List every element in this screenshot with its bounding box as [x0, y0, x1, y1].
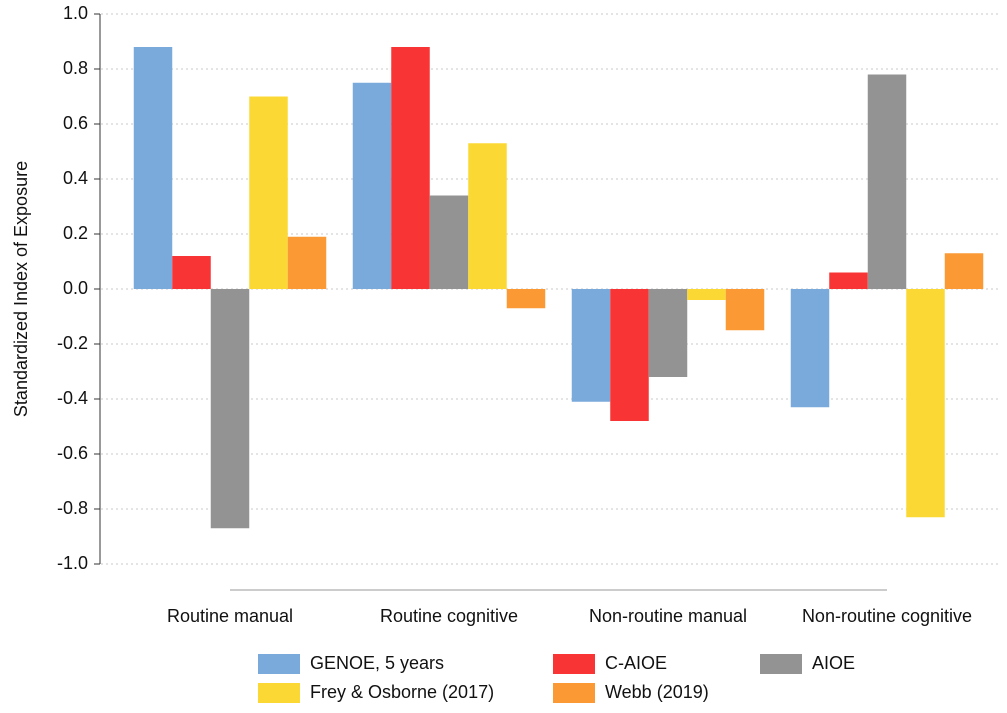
bar	[172, 256, 211, 289]
x-tick-label: Routine manual	[167, 606, 293, 626]
y-tick-label: 1.0	[63, 3, 88, 23]
bar	[468, 143, 507, 289]
y-tick-label: -0.6	[57, 443, 88, 463]
bar	[725, 289, 765, 331]
x-tick-label: Routine cognitive	[380, 606, 518, 626]
legend-swatch	[553, 683, 595, 703]
legend-swatch	[553, 654, 595, 674]
bar	[610, 289, 649, 421]
y-tick-label: 0.4	[63, 168, 88, 188]
y-tick-label: 0.8	[63, 58, 88, 78]
bar	[352, 82, 392, 289]
bar	[648, 289, 688, 377]
bar	[790, 289, 830, 408]
y-tick-label: 0.2	[63, 223, 88, 243]
bar	[249, 96, 288, 289]
y-tick-label: 0.6	[63, 113, 88, 133]
bar	[906, 289, 945, 518]
bar	[944, 253, 984, 289]
bar	[287, 236, 327, 289]
legend-label: C-AIOE	[605, 653, 667, 673]
legend-label: Frey & Osborne (2017)	[310, 682, 494, 702]
bar	[867, 74, 907, 289]
x-tick-label: Non-routine manual	[589, 606, 747, 626]
legend-label: AIOE	[812, 653, 855, 673]
x-tick-label: Non-routine cognitive	[802, 606, 972, 626]
bar	[506, 289, 546, 309]
y-axis-label: Standardized Index of Exposure	[11, 161, 31, 417]
bar	[210, 289, 250, 529]
bar	[571, 289, 611, 402]
y-tick-label: -1.0	[57, 553, 88, 573]
legend-label: GENOE, 5 years	[310, 653, 444, 673]
legend-swatch	[760, 654, 802, 674]
bar	[829, 272, 868, 289]
y-tick-label: -0.4	[57, 388, 88, 408]
y-tick-label: 0.0	[63, 278, 88, 298]
bar	[133, 47, 173, 289]
y-tick-label: -0.8	[57, 498, 88, 518]
legend-swatch	[258, 654, 300, 674]
y-tick-label: -0.2	[57, 333, 88, 353]
legend-label: Webb (2019)	[605, 682, 709, 702]
bar	[391, 47, 430, 289]
bar	[687, 289, 726, 300]
legend-swatch	[258, 683, 300, 703]
bar	[429, 195, 469, 289]
